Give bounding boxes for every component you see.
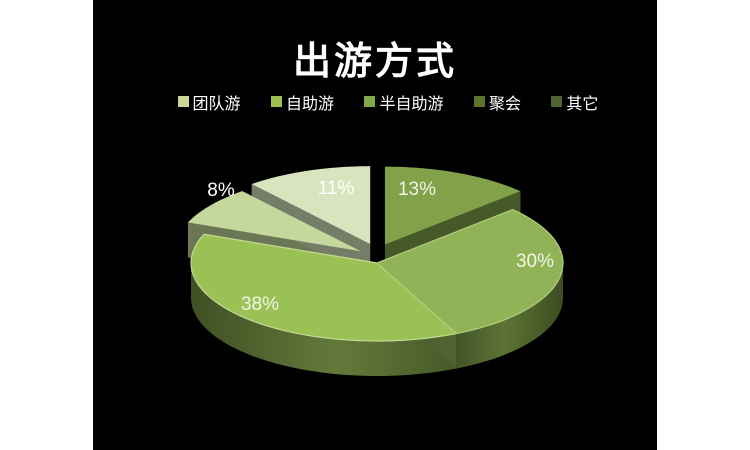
svg-text:38%: 38% — [241, 294, 279, 315]
svg-text:13%: 13% — [398, 179, 436, 200]
svg-text:30%: 30% — [516, 251, 554, 272]
svg-text:8%: 8% — [207, 180, 235, 201]
svg-text:11%: 11% — [318, 178, 355, 199]
